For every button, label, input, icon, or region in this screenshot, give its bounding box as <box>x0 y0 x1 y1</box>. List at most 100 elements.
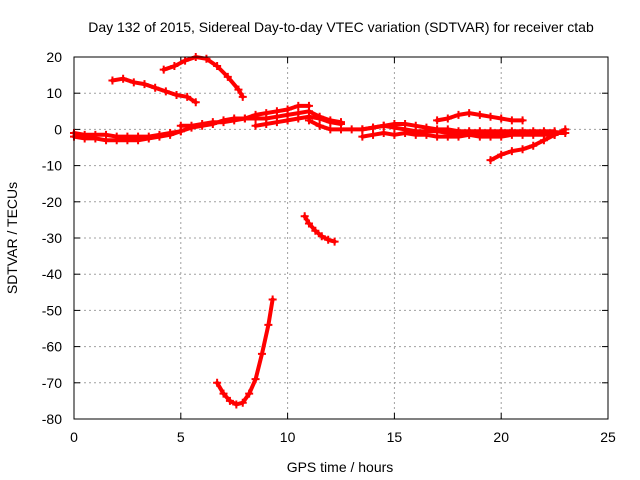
data-point <box>187 121 196 130</box>
data-point <box>465 130 474 139</box>
data-point <box>129 78 138 87</box>
data-point <box>369 123 378 132</box>
series-arc11 <box>159 53 247 101</box>
data-point <box>433 132 442 141</box>
data-point <box>304 116 313 125</box>
series-trail <box>110 76 198 105</box>
data-point <box>272 107 281 116</box>
data-point <box>518 130 527 139</box>
data-point <box>390 119 399 128</box>
data-point <box>326 118 335 127</box>
data-point <box>326 125 335 134</box>
y-tick-label: -60 <box>42 339 62 355</box>
data-point <box>411 121 420 130</box>
data-point <box>315 114 324 123</box>
data-point <box>112 132 121 141</box>
data-point <box>411 130 420 139</box>
data-point <box>347 125 356 134</box>
x-tick-label: 20 <box>493 429 509 445</box>
x-axis-label: GPS time / hours <box>287 459 394 475</box>
x-tick-label: 0 <box>70 429 78 445</box>
data-point <box>238 92 247 101</box>
grid-lines <box>74 57 608 419</box>
x-tick-label: 5 <box>177 429 185 445</box>
data-point <box>264 320 273 329</box>
data-point <box>539 136 548 145</box>
data-point <box>119 74 128 83</box>
data-point <box>379 129 388 138</box>
data-point <box>166 129 175 138</box>
data-point <box>358 132 367 141</box>
data-points <box>70 53 570 409</box>
data-point <box>433 116 442 125</box>
data-point <box>219 118 228 127</box>
y-tick-label: -20 <box>42 194 62 210</box>
data-point <box>262 109 271 118</box>
data-point <box>390 130 399 139</box>
data-point <box>151 83 160 92</box>
y-tick-label: -80 <box>42 411 62 427</box>
series-arc4 <box>251 112 345 130</box>
series-arc12 <box>300 212 339 246</box>
data-point <box>379 121 388 130</box>
y-tick-label: -70 <box>42 375 62 391</box>
data-point <box>219 389 228 398</box>
data-point <box>475 110 484 119</box>
data-point <box>497 150 506 159</box>
data-point <box>529 141 538 150</box>
data-point <box>300 212 309 221</box>
data-point <box>283 105 292 114</box>
data-point <box>257 349 266 358</box>
data-point <box>161 87 170 96</box>
series-arc13 <box>213 295 277 409</box>
data-point <box>475 132 484 141</box>
data-point <box>443 114 452 123</box>
data-point <box>486 112 495 121</box>
data-point <box>251 121 260 130</box>
data-point <box>268 295 277 304</box>
data-point <box>443 132 452 141</box>
series-arc9 <box>486 125 570 165</box>
data-point <box>232 400 241 409</box>
data-point <box>240 114 249 123</box>
data-point <box>465 109 474 118</box>
data-point <box>202 54 211 63</box>
data-point <box>422 130 431 139</box>
data-point <box>262 119 271 128</box>
data-point <box>304 219 313 228</box>
data-point <box>304 101 313 110</box>
series-arc1 <box>70 107 345 145</box>
series-arc10 <box>108 74 200 107</box>
data-point <box>550 130 559 139</box>
series-arc7 <box>358 129 559 141</box>
data-point <box>155 130 164 139</box>
data-point <box>183 92 192 101</box>
plot-frame <box>73 56 609 420</box>
data-point <box>454 132 463 141</box>
data-point <box>454 110 463 119</box>
data-point <box>518 116 527 125</box>
data-point <box>134 132 143 141</box>
data-point <box>251 110 260 119</box>
data-point <box>486 156 495 165</box>
data-point <box>123 132 132 141</box>
data-point <box>213 62 222 71</box>
axis-ticks: 0 5 10 15 20 25 -80 -70 -60 -50 -40 -30 -20 -10 0 10 20 <box>42 49 616 445</box>
data-point <box>140 80 149 89</box>
data-point <box>497 114 506 123</box>
data-point <box>422 123 431 132</box>
data-point <box>433 125 442 134</box>
series-trail <box>215 297 275 407</box>
data-point <box>518 145 527 154</box>
y-axis-label: SDTVAR / TECUs <box>4 182 20 294</box>
data-point <box>170 62 179 71</box>
data-point <box>443 125 452 134</box>
data-point <box>401 129 410 138</box>
data-point <box>230 116 239 125</box>
data-point <box>369 130 378 139</box>
data-point <box>238 398 247 407</box>
data-point <box>294 114 303 123</box>
data-point <box>108 76 117 85</box>
chart-title: Day 132 of 2015, Sidereal Day-to-day VTE… <box>88 19 594 35</box>
data-point <box>245 389 254 398</box>
